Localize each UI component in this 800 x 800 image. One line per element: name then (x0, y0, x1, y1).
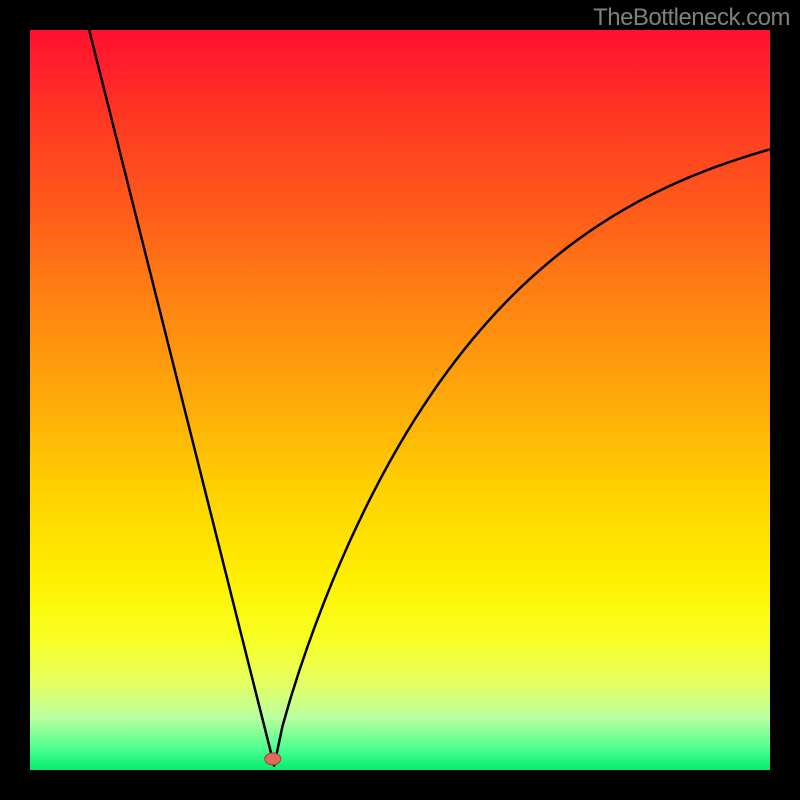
bottleneck-gradient-plot (30, 30, 770, 770)
optimal-point-marker (265, 753, 281, 765)
watermark-text: TheBottleneck.com (593, 4, 790, 32)
bottleneck-curve (89, 30, 770, 766)
curve-overlay (30, 30, 770, 770)
